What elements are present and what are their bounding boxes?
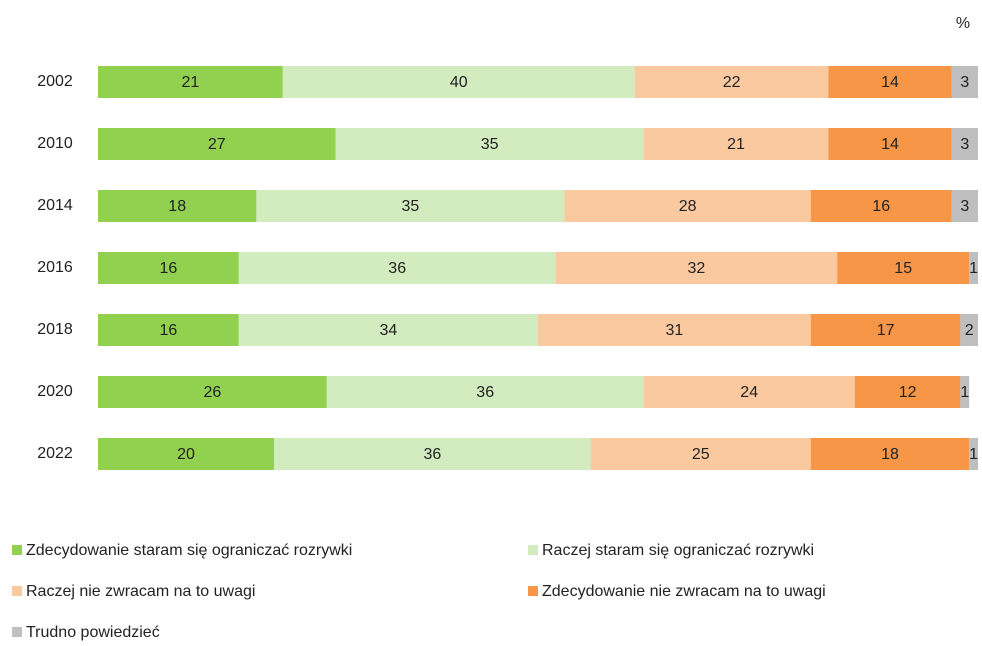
bar-segment <box>951 128 978 160</box>
data-label: 25 <box>692 446 710 463</box>
bar-segment <box>643 128 829 160</box>
data-label: 35 <box>481 136 499 153</box>
legend-swatch <box>12 545 22 555</box>
data-label: 15 <box>894 260 912 277</box>
category-label: 2018 <box>37 321 73 338</box>
legend-swatch <box>528 545 538 555</box>
bar-segment <box>837 252 970 284</box>
bar-segment <box>256 190 565 222</box>
bar-segment <box>810 438 970 470</box>
unit-label: % <box>956 15 970 32</box>
bar-segment <box>810 190 952 222</box>
bar-segment <box>98 376 327 408</box>
bar-segment <box>828 66 952 98</box>
data-label: 3 <box>960 136 969 153</box>
data-label: 27 <box>208 136 226 153</box>
legend-label: Zdecydowanie nie zwracam na to uwagi <box>542 583 826 600</box>
bar-segment <box>951 190 978 222</box>
data-label: 1 <box>960 384 969 401</box>
bar-segment <box>238 314 539 346</box>
data-label: 18 <box>881 446 899 463</box>
bar-segment <box>951 66 978 98</box>
legend-label: Trudno powiedzieć <box>26 624 160 641</box>
data-label: 1 <box>969 260 978 277</box>
data-label: 26 <box>204 384 222 401</box>
bar-segment <box>590 438 811 470</box>
data-label: 32 <box>688 260 706 277</box>
data-label: 36 <box>424 446 442 463</box>
data-label: 40 <box>450 74 468 91</box>
bar-segment <box>98 252 239 284</box>
data-label: 36 <box>388 260 406 277</box>
bar-segment <box>810 314 961 346</box>
category-label: 2020 <box>37 383 73 400</box>
category-label: 2016 <box>37 259 73 276</box>
bar-segment <box>854 376 961 408</box>
data-label: 3 <box>960 74 969 91</box>
bar-segment <box>98 190 257 222</box>
bar-segment <box>643 376 855 408</box>
bar-segment <box>98 128 336 160</box>
bar-segment <box>555 252 838 284</box>
bar-segment <box>828 128 952 160</box>
bar-segment <box>282 66 635 98</box>
data-label: 1 <box>969 446 978 463</box>
bar-segment <box>98 66 283 98</box>
bar-segment <box>969 438 978 470</box>
bar-segment <box>326 376 644 408</box>
data-label: 21 <box>727 136 745 153</box>
data-label: 24 <box>740 384 758 401</box>
category-label: 2022 <box>37 445 73 462</box>
data-label: 34 <box>380 322 398 339</box>
bar-segment <box>564 190 811 222</box>
legend-swatch <box>528 586 538 596</box>
data-label: 31 <box>666 322 684 339</box>
data-label: 35 <box>402 198 420 215</box>
bar-segment <box>335 128 644 160</box>
data-label: 14 <box>881 74 899 91</box>
legend-swatch <box>12 627 22 637</box>
category-label: 2010 <box>37 135 73 152</box>
data-label: 3 <box>960 198 969 215</box>
data-label: 2 <box>965 322 974 339</box>
legend-label: Raczej staram się ograniczać rozrywki <box>542 542 814 559</box>
data-label: 20 <box>177 446 195 463</box>
category-label: 2014 <box>37 197 73 214</box>
bar-segment <box>238 252 556 284</box>
data-label: 17 <box>877 322 895 339</box>
data-label: 28 <box>679 198 697 215</box>
bar-segment <box>98 438 274 470</box>
category-label: 2002 <box>37 73 73 90</box>
bar-segment <box>634 66 829 98</box>
data-label: 18 <box>168 198 186 215</box>
bar-segment <box>538 314 811 346</box>
data-label: 16 <box>160 322 178 339</box>
data-label: 12 <box>899 384 917 401</box>
data-label: 21 <box>182 74 200 91</box>
data-label: 14 <box>881 136 899 153</box>
data-label: 16 <box>160 260 178 277</box>
bar-segment <box>98 314 239 346</box>
data-label: 16 <box>872 198 890 215</box>
bar-segment <box>969 252 978 284</box>
legend-label: Zdecydowanie staram się ograniczać rozry… <box>26 542 352 559</box>
bar-segment <box>960 314 978 346</box>
data-label: 36 <box>476 384 494 401</box>
legend-label: Raczej nie zwracam na to uwagi <box>26 583 255 600</box>
bar-segment <box>960 376 970 408</box>
data-label: 22 <box>723 74 741 91</box>
legend-swatch <box>12 586 22 596</box>
bar-segment <box>274 438 591 470</box>
